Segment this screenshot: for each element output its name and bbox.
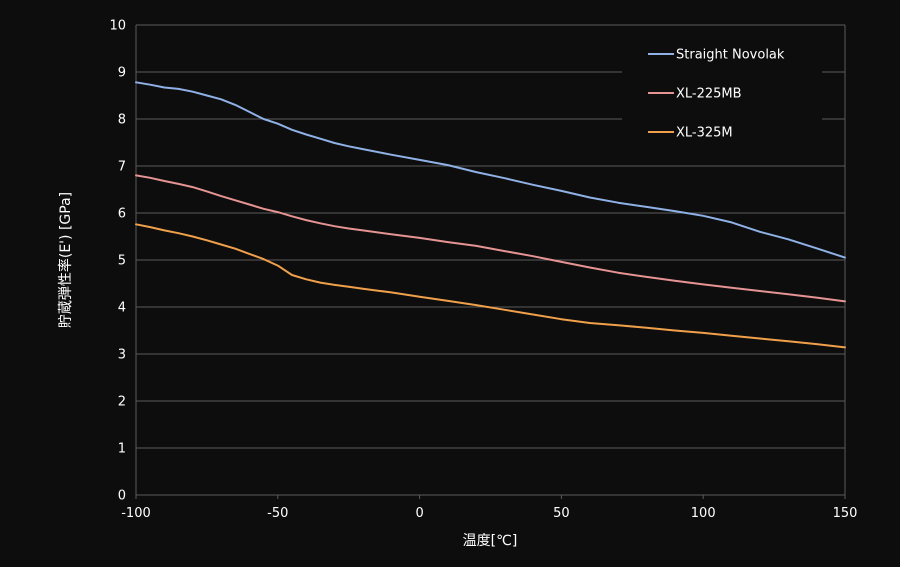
y-tick-label: 6 [118,207,126,222]
x-tick-label: 100 [691,506,716,521]
y-tick-label: 2 [118,395,126,410]
y-tick-label: 5 [118,254,126,269]
legend-background [622,36,822,158]
legend-label: XL-325M [676,126,733,141]
legend: Straight Novolak XL-225MB XL-325M [622,36,822,158]
legend-label: Straight Novolak [676,48,785,63]
y-axis-title: 貯蔵弾性率(E') [GPa] [57,192,74,328]
legend-label: XL-225MB [676,87,742,102]
x-tick-label: 150 [833,506,858,521]
y-tick-label: 10 [109,19,126,34]
y-tick-label: 9 [118,66,126,81]
y-tick-label: 8 [118,113,126,128]
series-line-xl-325m [135,223,846,349]
y-tick-label: 7 [118,160,126,175]
y-axis-ticks: 0 1 2 3 4 5 6 7 8 9 10 [109,19,126,504]
series-line-xl-225mb [135,174,846,303]
x-tick-label: -50 [267,506,288,521]
x-tick-label: 50 [553,506,570,521]
x-tick-label: 0 [415,506,423,521]
series-layer [135,81,846,349]
x-axis-title: 温度[℃] [463,533,518,549]
series-line-straight-novolak [135,81,846,259]
x-tick-label: -100 [121,506,151,521]
y-tick-label: 0 [118,489,126,504]
x-axis-ticks: -100 -50 0 50 100 150 [121,506,857,521]
y-tick-label: 3 [118,348,126,363]
y-tick-label: 1 [118,442,126,457]
y-tick-label: 4 [118,301,126,316]
